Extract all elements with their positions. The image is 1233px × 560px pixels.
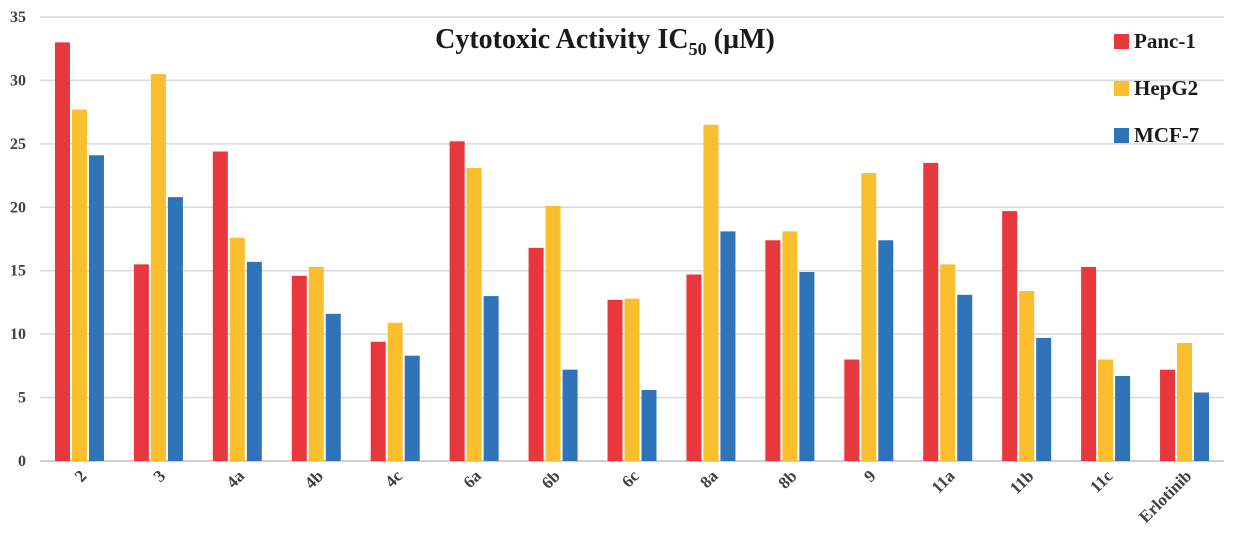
chart-title: Cytotoxic Activity IC50 (µM) (435, 24, 775, 59)
x-category-label: 8b (775, 466, 801, 492)
bar-panc-1-4b (291, 275, 307, 461)
bar-mcf-7-4b (325, 313, 341, 461)
x-category-label: 4a (223, 466, 249, 492)
bar-hepg2-11b (1019, 291, 1035, 461)
chart-title-suffix: (µM) (707, 24, 775, 55)
y-axis-ticks: 0 5 10 15 20 25 30 35 (10, 9, 26, 470)
bar-mcf-7-6a (483, 296, 499, 461)
x-category-label: 3 (150, 466, 169, 485)
legend-swatch-mcf-7 (1114, 128, 1129, 143)
bar-panc-1-9 (844, 359, 860, 461)
bar-mcf-7-erlotinib (1194, 392, 1210, 461)
x-category-label: 9 (860, 466, 879, 485)
bar-panc-1-11b (1002, 211, 1018, 461)
x-category-label: 11c (1086, 466, 1116, 496)
y-tick-label: 15 (10, 263, 26, 280)
x-category-label: 11b (1006, 466, 1037, 497)
y-tick-label: 5 (18, 390, 26, 407)
bar-hepg2-9 (861, 173, 877, 461)
legend: Panc-1 HepG2 MCF-7 (1114, 29, 1199, 147)
bar-hepg2-4b (308, 266, 324, 461)
bar-panc-1-4c (370, 341, 386, 461)
x-axis-categories: 2 3 4a 4b 4c 6a 6b 6c 8a 8b 9 11a 11b 11c Erlotinib (71, 466, 1196, 527)
bar-mcf-7-8a (720, 231, 736, 461)
bar-mcf-7-11b (1036, 337, 1052, 461)
legend-label-mcf-7: MCF-7 (1134, 123, 1199, 147)
y-tick-label: 30 (10, 72, 26, 89)
x-category-label: 2 (71, 466, 90, 485)
legend-label-hepg2: HepG2 (1134, 76, 1198, 100)
bar-panc-1-8b (765, 240, 781, 461)
bar-panc-1-3 (133, 264, 149, 461)
bar-hepg2-8a (703, 124, 719, 461)
x-category-label: 4c (381, 466, 406, 491)
bar-panc-1-6c (607, 299, 623, 461)
bar-mcf-7-6b (562, 369, 578, 461)
y-tick-label: 25 (10, 136, 26, 153)
bar-hepg2-6b (545, 206, 561, 461)
bar-panc-1-6a (449, 141, 465, 461)
bar-mcf-7-2 (88, 155, 104, 461)
bar-panc-1-4a (212, 151, 228, 461)
bar-panc-1-8a (686, 274, 702, 461)
bar-mcf-7-11a (957, 294, 973, 461)
bar-panc-1-11c (1081, 266, 1097, 461)
bar-mcf-7-4c (404, 355, 420, 461)
bar-panc-1-erlotinib (1160, 369, 1176, 461)
bar-hepg2-8b (782, 231, 798, 461)
bar-hepg2-11c (1098, 359, 1114, 461)
bar-hepg2-6a (466, 167, 482, 461)
x-category-label: 6b (538, 466, 564, 492)
bar-panc-1-2 (54, 42, 70, 461)
bar-panc-1-6b (528, 247, 544, 461)
y-tick-label: 0 (18, 453, 26, 470)
bar-mcf-7-8b (799, 271, 815, 461)
chart-title-main: Cytotoxic Activity IC (435, 24, 689, 55)
x-category-label: 6a (460, 466, 486, 492)
bar-hepg2-erlotinib (1177, 343, 1193, 461)
y-tick-label: 10 (10, 326, 26, 343)
bar-hepg2-6c (624, 298, 640, 461)
legend-swatch-panc-1 (1114, 34, 1129, 49)
x-category-label: 6c (618, 466, 643, 491)
bar-mcf-7-3 (167, 197, 183, 461)
x-category-label: 8a (696, 466, 722, 492)
bars (54, 42, 1210, 461)
bar-mcf-7-6c (641, 389, 657, 461)
x-category-label: Erlotinib (1135, 466, 1195, 526)
bar-hepg2-2 (71, 109, 87, 461)
bar-hepg2-4a (229, 237, 245, 461)
bar-mcf-7-4a (246, 261, 262, 461)
legend-swatch-hepg2 (1114, 81, 1129, 96)
chart-title-subscript: 50 (689, 39, 707, 59)
y-tick-label: 20 (10, 199, 26, 216)
bar-mcf-7-9 (878, 240, 894, 461)
legend-label-panc-1: Panc-1 (1134, 29, 1196, 53)
x-category-label: 11a (928, 466, 959, 497)
y-tick-label: 35 (10, 9, 26, 26)
bar-panc-1-11a (923, 162, 939, 461)
bar-hepg2-3 (150, 74, 166, 461)
bar-mcf-7-11c (1115, 376, 1131, 461)
bar-hepg2-4c (387, 322, 403, 461)
bar-hepg2-11a (940, 264, 956, 461)
x-category-label: 4b (301, 466, 327, 492)
